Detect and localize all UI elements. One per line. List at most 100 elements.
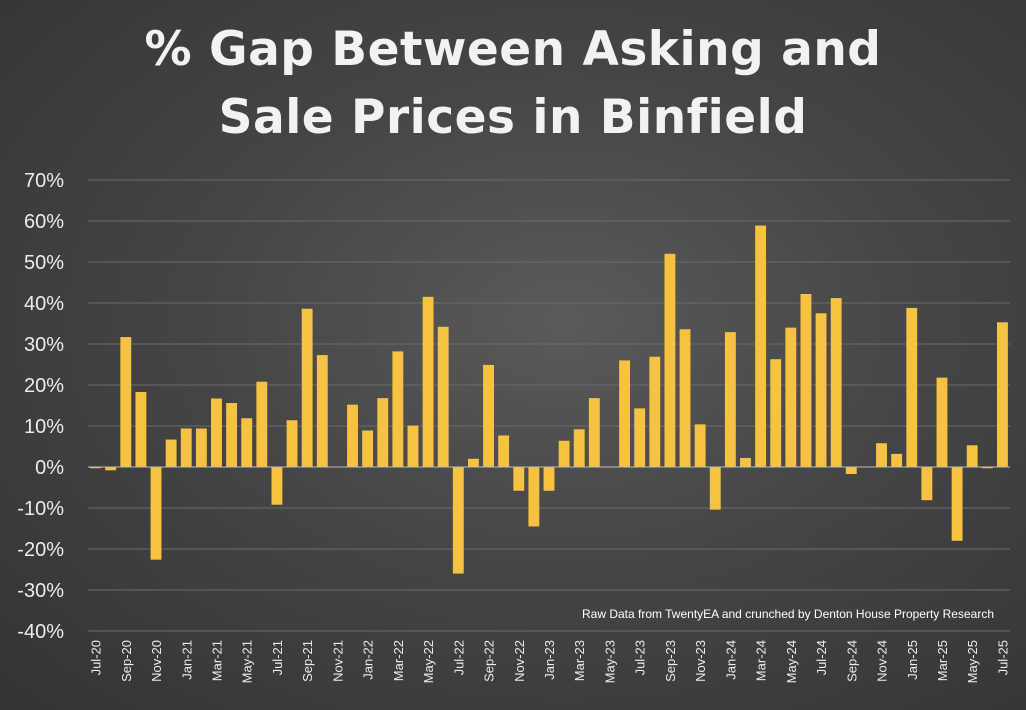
x-tick-label: May-24 — [784, 640, 799, 683]
x-tick-label: Jan-24 — [723, 640, 738, 680]
bar-nov-20 — [150, 467, 162, 560]
bar-dec-24 — [891, 453, 903, 467]
bar-apr-24 — [770, 359, 782, 467]
bar-aug-23 — [649, 356, 661, 467]
bar-nov-22 — [513, 467, 525, 491]
bar-aug-20 — [105, 467, 117, 471]
bar-mar-23 — [573, 429, 585, 467]
bars — [90, 225, 1008, 574]
y-axis-tick-labels: -40% -30% -20% -10% 0% 10% 20% 30% 40% 50% 60% 70% — [17, 170, 64, 643]
x-tick-label: Sep-22 — [482, 640, 497, 682]
bar-jan-22 — [362, 430, 374, 467]
y-tick-label: -10% — [17, 498, 64, 520]
y-tick-label: 20% — [24, 375, 64, 397]
bar-jun-21 — [256, 381, 268, 467]
bar-aug-24 — [830, 298, 842, 467]
bar-dec-21 — [347, 404, 358, 467]
y-tick-label: -20% — [17, 539, 64, 561]
x-tick-label: Mar-23 — [572, 640, 587, 681]
y-tick-label: 30% — [24, 334, 64, 356]
bar-jan-25 — [906, 307, 918, 467]
y-tick-label: 60% — [24, 211, 64, 233]
bar-jul-21 — [271, 467, 283, 505]
x-tick-label: Sep-20 — [119, 640, 134, 682]
chart-title-line-1: % Gap Between Asking and — [144, 22, 882, 77]
x-tick-label: Jul-21 — [270, 640, 285, 675]
bar-jul-23 — [634, 408, 646, 467]
bar-jun-25 — [981, 467, 993, 469]
bar-sep-21 — [301, 308, 313, 467]
x-tick-label: Jul-25 — [995, 640, 1010, 675]
bar-nov-24 — [876, 443, 887, 467]
bar-mar-25 — [936, 377, 948, 467]
y-tick-label: 40% — [24, 293, 64, 315]
bar-feb-24 — [740, 457, 751, 467]
bar-may-25 — [966, 445, 978, 467]
bar-sep-20 — [120, 337, 132, 467]
x-tick-label: Mar-24 — [754, 640, 769, 681]
bar-aug-22 — [467, 458, 479, 467]
x-tick-label: Jan-22 — [361, 640, 376, 680]
y-tick-label: -40% — [17, 621, 64, 643]
bar-mar-24 — [755, 225, 767, 467]
bar-apr-22 — [407, 425, 419, 467]
chart-title-line-2: Sale Prices in Binfield — [218, 90, 808, 145]
x-tick-label: Nov-23 — [693, 640, 708, 682]
x-tick-label: Jul-23 — [633, 640, 648, 675]
bar-may-22 — [422, 296, 434, 467]
source-annotation: Raw Data from TwentyEA and crunched by D… — [582, 607, 994, 621]
bar-mar-21 — [211, 398, 222, 467]
y-tick-label: 0% — [35, 457, 64, 479]
bar-jun-23 — [619, 360, 631, 467]
bar-jul-20 — [90, 467, 101, 469]
chart-title: % Gap Between Asking and Sale Prices in … — [0, 16, 1026, 152]
bar-sep-22 — [483, 364, 494, 467]
bar-jan-23 — [543, 467, 555, 491]
x-tick-label: Nov-24 — [875, 640, 890, 682]
bar-jun-22 — [437, 326, 449, 467]
bar-dec-22 — [528, 467, 540, 527]
x-tick-label: Sep-23 — [663, 640, 678, 682]
x-tick-label: May-22 — [421, 640, 436, 683]
bar-aug-21 — [286, 420, 298, 467]
bar-may-24 — [785, 327, 797, 467]
x-tick-label: Nov-21 — [330, 640, 345, 682]
bar-apr-21 — [226, 403, 238, 467]
bar-apr-25 — [951, 467, 963, 541]
bar-jul-24 — [815, 313, 827, 467]
bar-apr-23 — [588, 398, 600, 467]
bar-sep-24 — [845, 467, 857, 474]
bar-jul-22 — [452, 467, 464, 574]
bar-jan-24 — [724, 332, 736, 467]
bar-nov-23 — [694, 424, 706, 467]
bar-oct-21 — [316, 355, 328, 467]
bar-jun-24 — [800, 293, 812, 467]
bar-dec-23 — [709, 467, 721, 510]
x-tick-label: Jul-20 — [89, 640, 104, 675]
bar-oct-22 — [498, 435, 510, 467]
bar-feb-23 — [558, 440, 570, 467]
bar-mar-22 — [392, 351, 404, 467]
x-tick-label: Nov-20 — [149, 640, 164, 682]
y-tick-label: 70% — [24, 170, 64, 192]
bar-feb-21 — [195, 428, 207, 467]
x-tick-label: Jan-25 — [905, 640, 920, 680]
x-tick-label: Jan-23 — [542, 640, 557, 680]
x-tick-label: May-25 — [965, 640, 980, 683]
x-tick-label: May-23 — [602, 640, 617, 683]
bar-jul-25 — [997, 322, 1008, 467]
x-axis-tick-labels: Jul-20 Sep-20 Nov-20 Jan-21 Mar-21 May-21 Jul-… — [89, 640, 1011, 683]
x-tick-label: Mar-25 — [935, 640, 950, 681]
x-tick-label: Mar-22 — [391, 640, 406, 681]
bar-sep-23 — [664, 253, 676, 467]
x-tick-label: Jan-21 — [179, 640, 194, 680]
bar-may-21 — [241, 418, 253, 467]
x-tick-label: May-21 — [240, 640, 255, 683]
y-tick-label: 10% — [24, 416, 64, 438]
x-tick-label: Jul-22 — [451, 640, 466, 675]
bar-feb-22 — [377, 398, 389, 467]
x-tick-label: Sep-21 — [300, 640, 315, 682]
bar-dec-20 — [165, 439, 177, 467]
